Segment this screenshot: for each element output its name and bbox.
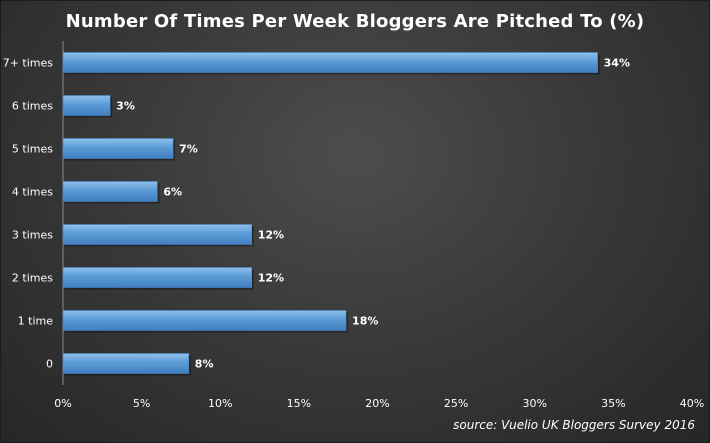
y-tick-label: 2 times [12, 272, 53, 285]
data-label: 12% [258, 229, 284, 242]
bar [62, 267, 252, 288]
y-tick-label: 1 time [18, 315, 54, 328]
x-tick-label: 15% [287, 397, 311, 410]
data-label: 8% [195, 358, 214, 371]
data-label: 7% [179, 143, 198, 156]
bar [62, 52, 598, 73]
y-tick-label: 3 times [12, 229, 53, 242]
chart-title: Number Of Times Per Week Bloggers Are Pi… [65, 11, 645, 32]
x-tick-label: 5% [133, 397, 150, 410]
y-tick-label: 7+ times [3, 57, 54, 70]
x-tick-label: 35% [601, 397, 625, 410]
data-label: 6% [163, 186, 182, 199]
data-label: 18% [352, 315, 378, 328]
data-label: 34% [604, 57, 630, 70]
bar [62, 138, 174, 159]
y-tick-label: 4 times [12, 186, 53, 199]
y-tick-label: 0 [46, 358, 53, 371]
bar [62, 95, 111, 116]
x-tick-label: 40% [680, 397, 704, 410]
bar [62, 310, 347, 331]
x-tick-label: 10% [208, 397, 232, 410]
bar [62, 224, 252, 245]
y-tick-label: 5 times [12, 143, 53, 156]
x-tick-label: 30% [523, 397, 547, 410]
x-tick-label: 0% [54, 397, 71, 410]
bar [62, 353, 190, 374]
bar [62, 181, 158, 202]
source-note: source: Vuelio UK Bloggers Survey 2016 [453, 418, 695, 432]
data-label: 3% [116, 100, 135, 113]
y-tick-label: 6 times [12, 100, 53, 113]
x-tick-label: 20% [365, 397, 389, 410]
data-label: 12% [258, 272, 284, 285]
x-tick-label: 25% [444, 397, 468, 410]
